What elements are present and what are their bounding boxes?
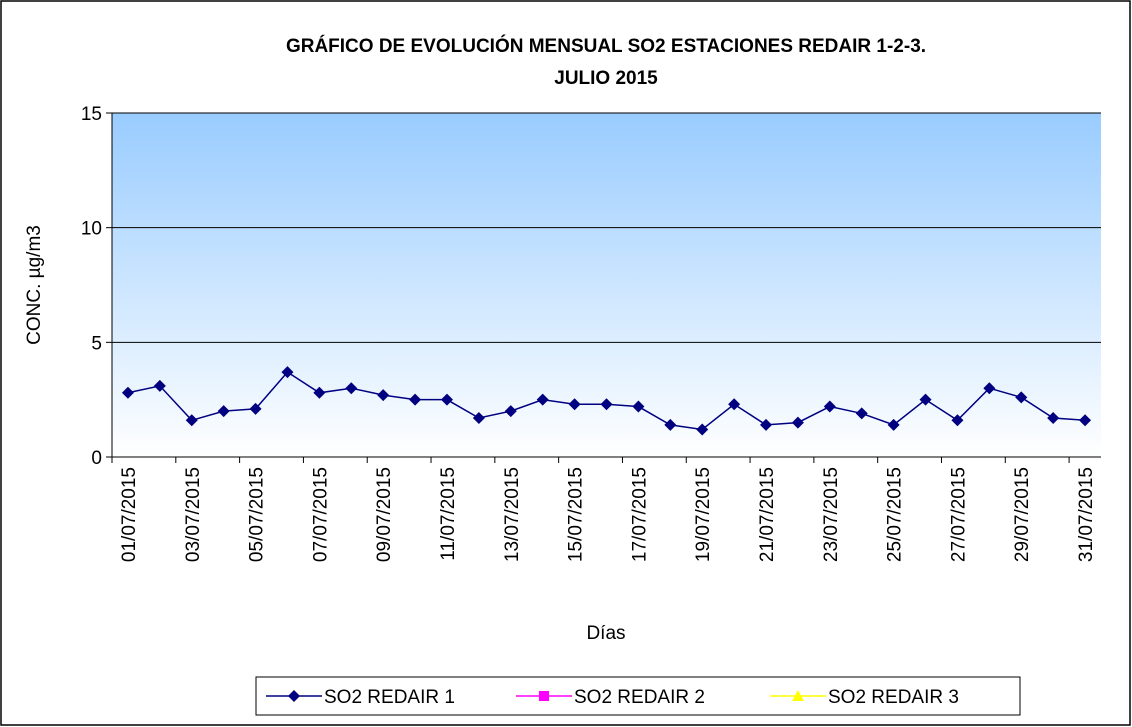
x-tick-label: 05/07/2015 — [247, 467, 268, 562]
data-point — [632, 400, 645, 413]
data-point — [951, 414, 964, 427]
x-axis-title: Días — [586, 623, 625, 644]
y-tick-label: 15 — [81, 104, 102, 125]
legend-label: SO2 REDAIR 2 — [574, 687, 705, 708]
x-tick-label: 29/07/2015 — [1012, 467, 1033, 562]
x-tick-label: 27/07/2015 — [948, 467, 969, 562]
x-tick-label: 01/07/2015 — [119, 467, 140, 562]
x-tick-label: 31/07/2015 — [1076, 467, 1097, 562]
data-point — [600, 398, 613, 411]
data-point — [760, 418, 773, 431]
legend-marker — [539, 691, 549, 701]
data-point — [281, 366, 294, 379]
data-point — [568, 398, 581, 411]
data-point — [696, 423, 709, 436]
x-tick-label: 25/07/2015 — [885, 467, 906, 562]
data-point — [855, 407, 868, 420]
chart-title: JULIO 2015 — [554, 68, 658, 89]
legend-label: SO2 REDAIR 1 — [324, 687, 455, 708]
data-point — [1079, 414, 1092, 427]
y-tick-label: 10 — [81, 219, 102, 240]
data-point — [1015, 391, 1028, 404]
x-tick-label: 15/07/2015 — [566, 467, 587, 562]
y-tick-label: 5 — [91, 333, 102, 354]
data-point — [728, 398, 741, 411]
data-point — [249, 402, 262, 415]
data-point — [504, 405, 517, 418]
data-point — [217, 405, 230, 418]
x-tick-label: 09/07/2015 — [374, 467, 395, 562]
x-tick-label: 07/07/2015 — [310, 467, 331, 562]
data-point — [153, 379, 166, 392]
x-tick-label: 03/07/2015 — [183, 467, 204, 562]
data-point — [536, 393, 549, 406]
data-point — [345, 382, 358, 395]
data-point — [409, 393, 422, 406]
data-point — [983, 382, 996, 395]
data-point — [472, 412, 485, 425]
data-point — [887, 418, 900, 431]
legend — [255, 676, 1021, 716]
data-point — [919, 393, 932, 406]
legend-marker — [288, 690, 300, 702]
legend-label: SO2 REDAIR 3 — [828, 687, 959, 708]
y-tick-label: 0 — [91, 448, 102, 469]
x-tick-label: 11/07/2015 — [438, 467, 459, 561]
x-tick-label: 21/07/2015 — [757, 467, 778, 562]
data-point — [121, 386, 134, 399]
x-tick-label: 13/07/2015 — [502, 467, 523, 562]
chart-title: GRÁFICO DE EVOLUCIÓN MENSUAL SO2 ESTACIO… — [286, 35, 926, 57]
data-point — [313, 386, 326, 399]
data-point — [440, 393, 453, 406]
x-tick-label: 17/07/2015 — [629, 467, 650, 562]
data-point — [823, 400, 836, 413]
x-tick-label: 23/07/2015 — [821, 467, 842, 562]
x-tick-label: 19/07/2015 — [693, 467, 714, 562]
data-point — [664, 418, 677, 431]
data-point — [791, 416, 804, 429]
y-axis-title: CONC. µg/m3 — [24, 225, 45, 345]
data-point — [185, 414, 198, 427]
data-point — [377, 389, 390, 402]
legend-marker — [792, 690, 804, 701]
data-point — [1047, 412, 1060, 425]
